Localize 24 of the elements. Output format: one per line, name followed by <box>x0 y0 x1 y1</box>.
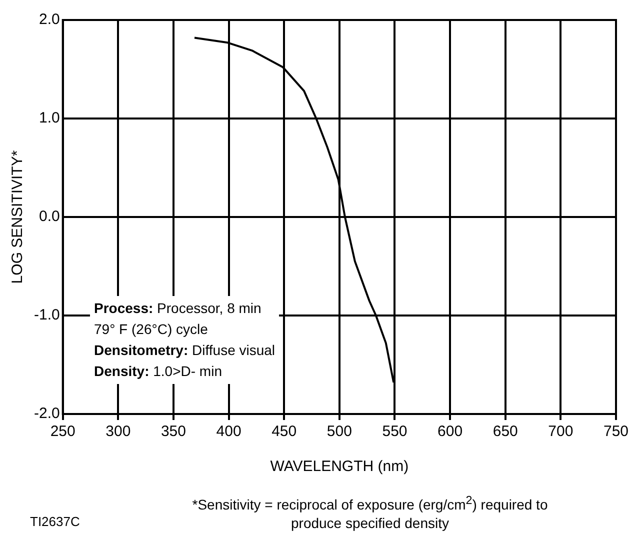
x-tick-label: 350 <box>160 423 186 440</box>
annotation: Densitometry: Diffuse visual <box>94 341 276 360</box>
x-tick-label: 600 <box>438 423 463 440</box>
x-tick-label: 250 <box>50 423 76 440</box>
annotation: Process: Processor, 8 min <box>94 299 262 318</box>
y-axis-title: LOG SENSITIVITY* <box>9 150 26 284</box>
y-tick-label: -2.0 <box>34 405 60 422</box>
text: TI2637C <box>30 514 80 529</box>
annotation: Density: 1.0>D- min <box>94 362 223 381</box>
text: *Sensitivity = reciprocal of exposure (erg/cm$^{2}$) required to produce specified density <box>192 494 548 531</box>
x-tick-label: 300 <box>106 423 131 440</box>
y-tick-label: -1.0 <box>34 306 60 324</box>
y-tick-label: 2.0 <box>38 11 60 28</box>
y-tick-label: 0.0 <box>38 208 60 226</box>
x-tick-label: 500 <box>326 423 352 440</box>
x-tick-label: 750 <box>603 423 629 440</box>
x-axis-title: WAVELENGTH (nm) <box>270 458 409 476</box>
x-tick-label: 400 <box>216 423 242 440</box>
y-tick-label: 1.0 <box>38 110 60 127</box>
x-tick-label: 550 <box>382 423 408 440</box>
x-tick-label: 650 <box>492 423 518 440</box>
x-tick-label: 450 <box>272 423 297 440</box>
annotation: 79° F (26°C) cycle <box>94 320 209 339</box>
x-tick-label: 700 <box>548 423 574 440</box>
